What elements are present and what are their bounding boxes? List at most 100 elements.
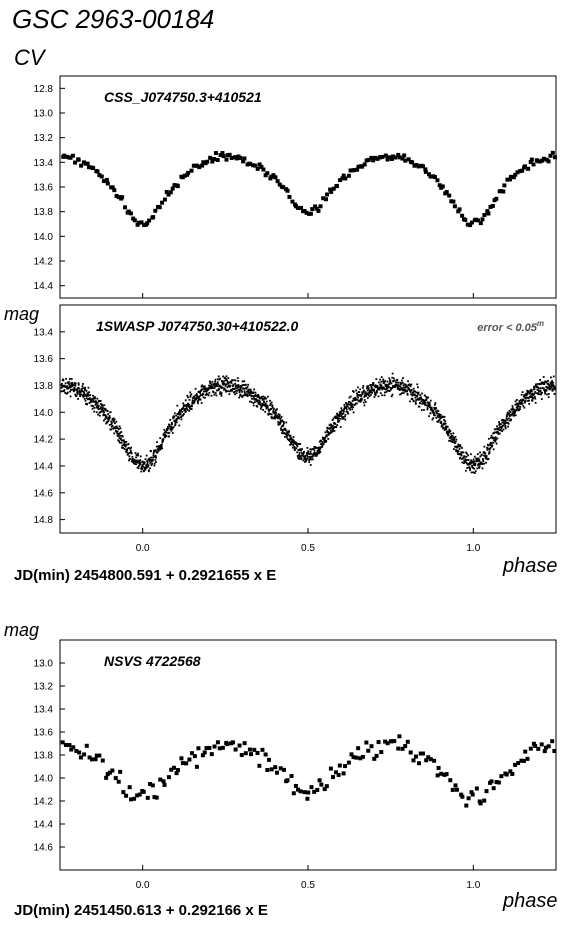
data-point-2-1928	[493, 428, 496, 431]
data-point-1-82	[227, 152, 232, 157]
data-point-2-1027	[290, 443, 293, 446]
data-point-2-68	[74, 384, 77, 387]
data-point-2-1904	[488, 450, 491, 453]
data-point-2-956	[274, 414, 277, 417]
data-point-2-1032	[291, 446, 294, 449]
data-point-2-1210	[332, 424, 334, 427]
data-point-3-156	[466, 796, 471, 801]
data-point-2-1493	[395, 381, 398, 384]
data-point-2-2110	[534, 384, 537, 387]
data-point-2-1637	[428, 403, 431, 406]
data-point-2-1107	[308, 458, 311, 461]
ephemeris-top: JD(min) 2454800.591 + 0.2921655 x E	[14, 567, 277, 584]
data-point-2-688	[214, 380, 217, 383]
data-point-2-1555	[409, 391, 412, 393]
data-point-2-284	[123, 444, 125, 446]
data-point-2-239	[113, 420, 115, 423]
data-point-2-2108	[534, 397, 537, 400]
data-point-1-14	[86, 165, 91, 170]
data-point-2-1425	[380, 380, 383, 383]
data-point-2-1349	[363, 395, 366, 398]
data-point-2-2103	[533, 385, 536, 388]
data-point-2-1406	[376, 391, 378, 394]
data-point-3-100	[319, 782, 324, 787]
data-point-2-262	[118, 440, 120, 443]
data-point-2-1285	[348, 407, 351, 410]
data-point-2-726	[222, 380, 225, 383]
data-point-2-460	[162, 432, 165, 435]
data-point-2-2052	[521, 402, 524, 405]
data-point-2-78	[76, 391, 79, 393]
data-point-2-426	[155, 456, 158, 459]
data-point-2-341	[136, 459, 138, 462]
data-point-2-2163	[546, 386, 549, 389]
data-point-2-293	[125, 443, 128, 446]
data-point-2-1393	[373, 388, 376, 391]
data-point-2-706	[218, 388, 221, 391]
data-point-2-1923	[492, 448, 495, 451]
data-point-2-2184	[551, 389, 554, 392]
data-point-2-985	[281, 420, 283, 423]
data-point-3-13	[93, 757, 98, 762]
data-point-2-1909	[489, 447, 492, 449]
data-point-2-780	[234, 387, 237, 389]
data-point-2-2144	[542, 383, 545, 385]
y-axis-label-top: mag	[4, 304, 40, 324]
data-point-2-1010	[286, 438, 289, 441]
data-point-2-445	[159, 448, 162, 451]
data-point-2-112	[84, 389, 87, 391]
data-point-2-765	[231, 379, 234, 382]
data-point-2-263	[118, 437, 121, 440]
data-point-2-532	[179, 409, 181, 412]
data-point-2-315	[130, 446, 133, 449]
data-point-2-2134	[540, 383, 543, 385]
data-point-2-1441	[384, 391, 386, 394]
data-point-2-1850	[476, 467, 479, 470]
data-point-2-1595	[418, 396, 421, 399]
data-point-2-2078	[527, 390, 530, 393]
data-point-2-657	[207, 388, 210, 391]
data-point-2-2181	[550, 384, 553, 386]
data-point-2-2188	[552, 384, 555, 386]
data-point-2-988	[281, 430, 284, 433]
data-point-2-1417	[378, 388, 381, 391]
data-point-1-196	[463, 217, 468, 222]
data-point-2-1744	[452, 432, 455, 435]
data-point-2-2058	[523, 394, 526, 396]
data-point-2-755	[229, 390, 232, 393]
data-point-3-141	[426, 755, 431, 760]
data-point-2-1068	[299, 455, 302, 457]
data-point-2-189	[101, 406, 104, 409]
data-point-2-2088	[529, 395, 532, 398]
data-point-1-191	[452, 204, 457, 209]
data-point-2-108	[83, 392, 86, 395]
data-point-2-1757	[455, 450, 458, 453]
data-point-2-1523	[402, 384, 405, 387]
data-point-2-413	[152, 456, 155, 459]
data-point-2-2168	[548, 393, 550, 395]
data-point-2-389	[146, 465, 149, 468]
data-point-2-800	[239, 393, 242, 396]
data-point-2-528	[178, 417, 180, 420]
data-point-2-504	[172, 426, 175, 428]
data-point-2-951	[273, 412, 276, 415]
data-point-2-5	[60, 390, 63, 393]
data-point-1-128	[323, 197, 328, 202]
data-point-2-1426	[380, 384, 383, 387]
data-point-2-1235	[337, 421, 340, 423]
data-point-1-204	[480, 217, 485, 222]
data-point-2-1314	[355, 398, 358, 401]
data-point-3-59	[212, 744, 217, 749]
data-point-2-202	[104, 408, 107, 410]
data-point-2-1677	[437, 416, 440, 419]
data-point-2-1989	[507, 422, 510, 425]
data-point-2-372	[142, 470, 145, 473]
data-point-2-478	[166, 426, 169, 428]
data-point-2-1062	[298, 452, 301, 454]
data-point-2-10	[61, 385, 64, 388]
data-point-2-350	[138, 465, 140, 467]
data-point-2-695	[215, 389, 218, 392]
data-point-2-153	[93, 406, 96, 409]
data-point-2-1645	[430, 408, 432, 411]
data-point-2-345	[137, 452, 139, 455]
